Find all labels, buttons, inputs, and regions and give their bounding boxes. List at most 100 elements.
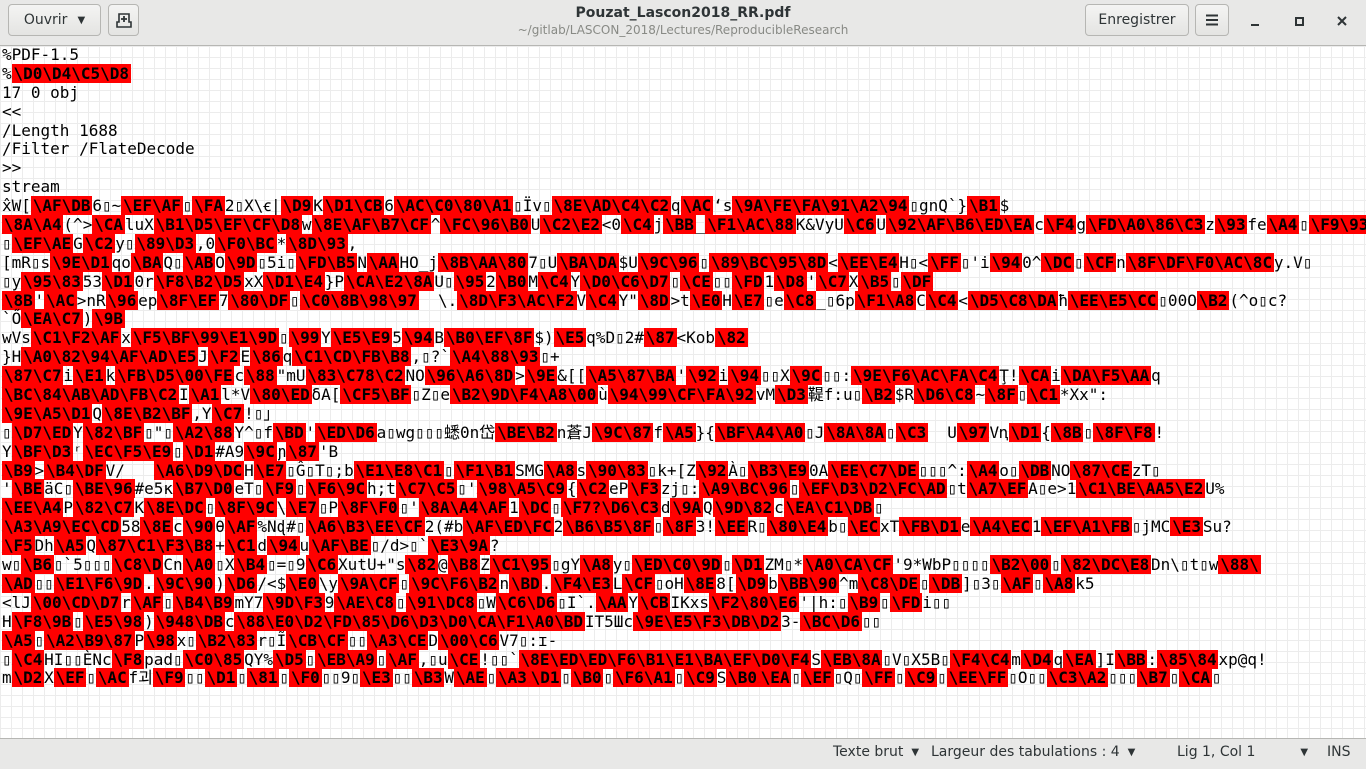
text-line[interactable]: `Ő«\EA\C7»)«\9B» [0, 309, 1366, 329]
text-line[interactable]: «\AD»▯▯«\E1\F6\9D».«\9C\90»)«\D6»/<$«\E0… [0, 573, 1366, 594]
text-line[interactable]: «\87\C7»i«\E1»k«\FB\D5\00\FE»c«\88»"mU«\… [0, 366, 1366, 386]
invalid-byte-highlight: «\E1\E8\C1» [353, 460, 445, 480]
new-document-button[interactable] [108, 4, 139, 36]
invalid-byte-highlight: «\F9» [263, 479, 296, 499]
invalid-byte-highlight: «\8E» [140, 517, 174, 537]
text-line[interactable]: 17 0 obj [0, 82, 1366, 103]
text-segment: n [499, 573, 510, 593]
invalid-byte-highlight: «\A4\88\93» [450, 347, 541, 367]
invalid-byte-highlight: «\87» [286, 441, 319, 461]
text-segment: ▯ [561, 668, 571, 688]
text-segment: 9 [324, 592, 335, 612]
invalid-byte-highlight: «\E5» [553, 328, 587, 348]
text-line[interactable]: «\8A\A4»(^>«\CA»luX«\B1\D5\EF\CF\D8»w«\8… [0, 215, 1366, 235]
text-segment: b [768, 573, 778, 593]
invalid-byte-highlight: «\AC» [44, 290, 77, 310]
text-segment: ' [34, 290, 45, 310]
text-line[interactable]: ▯«\D7\ED»Y«\82\BF»▯"▯«\A2\88»Y^▯f«\BD»'«… [0, 422, 1366, 443]
text-line[interactable]: «\F5»Dh«\A5»Q«\87\C1\F3\B8»+«\C1»d«\94»u… [0, 536, 1366, 556]
invalid-byte-highlight: «\B3\E9» [747, 460, 809, 480]
text-editor[interactable]: %PDF-1.5 %«\D0\D4\C5\D8» 17 0 obj <</Length… [0, 46, 1366, 738]
text-segment: eP [609, 479, 629, 499]
text-segment: c [1034, 215, 1044, 235]
cursor-position[interactable]: Lig 1, Col 1 ▼ [1177, 744, 1308, 760]
invalid-byte-highlight: «\8F\EF» [157, 290, 219, 310]
invalid-byte-highlight: «\C1\CD\FB\B8» [292, 347, 412, 367]
text-segment: ħ [1058, 290, 1068, 310]
text-line[interactable]: << [0, 102, 1366, 122]
text-line[interactable]: %PDF-1.5 [0, 46, 1366, 65]
text-segment: ▯oH [654, 573, 684, 593]
text-line[interactable]: %«\D0\D4\C5\D8» [0, 63, 1366, 84]
text-segment: f [653, 422, 664, 442]
text-line[interactable]: «\A5»▯«\A2\B9\87»P«\98»x▯«\B2\83»r▯Ĩ«\CB… [0, 630, 1366, 651]
text-line[interactable]: /Length 1688 [0, 121, 1366, 141]
invalid-byte-highlight: «\82\C7» [73, 498, 135, 518]
text-line[interactable]: /Filter /FlateDecode [0, 140, 1366, 159]
invalid-byte-highlight: «\D6» [224, 573, 258, 593]
insert-mode[interactable]: INS [1327, 744, 1351, 760]
text-line[interactable]: }H«\A0\82\94\AF\AD\E5»J«\F2»E«\86»q«\C1\… [0, 347, 1366, 367]
invalid-byte-highlight: «\8D» [637, 290, 671, 310]
text-line[interactable]: «\BC\84\AB\AD\FB\C2»I«\A1»l*V«\80\ED»δA[… [0, 385, 1366, 405]
invalid-byte-highlight: «\EF\A1\FB» [1041, 517, 1132, 537]
tab-width-selector[interactable]: Largeur des tabulations : 4 ▼ [931, 744, 1135, 760]
text-line[interactable]: «\A3\A9\EC\CD»58«\8E»c«\90»θ«\AF»%Nɖ#▯«\… [0, 517, 1366, 537]
text-line[interactable]: Y«\BF\D3»ʳ«\EC\F5\E9»▯«\D1»#A9«\9C»ɲ«\87… [0, 441, 1366, 462]
text-segment: x▯ [176, 630, 196, 650]
save-button[interactable]: Enregistrer [1085, 4, 1189, 36]
text-line[interactable]: ▯«\C4»HI▯▯ÈNc«\F8»pad▯«\C0\85»QY%«\D5»▯«… [0, 649, 1366, 670]
text-line[interactable]: ▯y«\95\83»53«\D1»0r«\F8\B2\D5»xX«\D1\E4»… [0, 271, 1366, 292]
text-line[interactable]: «\EE\A4»P«\82\C7»K«\8E\DC»▯«\8F\9C»\«\E7… [0, 498, 1366, 518]
language-selector[interactable]: Texte brut ▼ [833, 744, 919, 760]
invalid-byte-highlight: «\FD\B5» [295, 252, 358, 272]
text-segment: ! [1154, 422, 1165, 442]
invalid-byte-highlight: «\B2» [1196, 290, 1230, 310]
text-line[interactable]: <lJ«\00\CD\D7»r«\AF»▯«\B4\B9»mY7«\9D\F3»… [0, 592, 1366, 613]
invalid-byte-highlight: «\89\D3» [134, 233, 196, 253]
maximize-button[interactable] [1287, 10, 1311, 32]
invalid-byte-highlight: «\87\CE» [1070, 460, 1132, 480]
invalid-byte-highlight: «\CA\E2\8A» [344, 271, 435, 291]
open-button[interactable]: Ouvrir ▼ [8, 4, 101, 36]
text-line[interactable]: ▯«\EF\AE»G«\C2»y▯«\89\D3»,0«\F0\BC»*«\8D… [0, 233, 1366, 254]
text-line[interactable]: w▯«\B6»▯`5▯▯▯«\C8\D»Cn«\A0»▯X«\B4»▯=▯9«\… [0, 555, 1366, 575]
invalid-byte-highlight: «\8F\F0» [338, 498, 400, 518]
text-segment: xp@q! [1218, 649, 1267, 669]
invalid-byte-highlight: «\F8\9B» [11, 611, 74, 631]
invalid-byte-highlight: «\F4\C4» [949, 649, 1012, 669]
text-line[interactable]: >> [0, 158, 1366, 178]
invalid-byte-highlight: «\F8» [111, 649, 145, 669]
text-segment: ▯ [444, 460, 454, 480]
text-segment: Q [703, 498, 713, 518]
text-line[interactable]: x̂W[«\AF\DB»6▯~«\EF\AF»▯«\FA»2▯X\ꞓ|«\D9»… [0, 196, 1366, 216]
invalid-byte-highlight: «\FA» [192, 196, 225, 216]
invalid-byte-highlight: «\9C\90» [153, 573, 216, 593]
text-line[interactable]: «\9E\A5\D1»Q«\8E\B2\BF»,Y«\C7»!▯」 [0, 403, 1366, 424]
text-segment: !▯」 [244, 403, 280, 423]
invalid-byte-highlight: «\D1» [731, 555, 765, 575]
menu-button[interactable] [1195, 4, 1229, 36]
invalid-byte-highlight: «\92\AF\B6\ED\EA» [886, 215, 1035, 235]
invalid-byte-highlight: «\87\C1\F3\B8» [95, 536, 216, 556]
invalid-byte-highlight: «\C4» [925, 290, 959, 310]
close-button[interactable] [1330, 10, 1354, 32]
text-segment: Y [2, 441, 12, 461]
text-line[interactable]: m«\D2»X«\EF»▯«\AC»f괴«\F9»▯▯«\D1»▯«\81»▯«… [0, 668, 1366, 688]
text-line[interactable]: stream [0, 177, 1366, 197]
text-segment: 17 0 obj [2, 82, 80, 102]
text-line[interactable]: wVs«\C1\F2\AF»x«\F5\BF\99\E1\9D»▯«\99»Y«… [0, 328, 1366, 348]
text-line[interactable]: «\8B»'«\AC»>nR«\96»ep«\8F\EF»7«\80\DF»▯«… [0, 290, 1366, 311]
text-line[interactable]: «\B9»>«\B4\DF»V/ «\A6\D9\DC»H«\E7»▯Ĝ▯T▯;… [0, 460, 1366, 481]
invalid-byte-highlight: «\C3\A2» [1046, 668, 1109, 688]
invalid-byte-highlight: «\B4\B9» [173, 592, 235, 612]
text-line[interactable]: '«\BE»äC▯«\BE\96»#e5ĸ«\B7\D0»eT▯«\F9»▯«\… [0, 479, 1366, 499]
text-segment: À▯ [728, 460, 748, 480]
minimize-button[interactable] [1243, 10, 1267, 32]
invalid-byte-highlight: «\A2\B9\87» [44, 630, 135, 650]
invalid-byte-highlight: «\C0\85» [182, 649, 245, 669]
text-line[interactable]: [mR▯s«\9E\D1»qo«\BA»Q▯«\AB»O«\9D»▯5i▯«\F… [0, 252, 1366, 273]
text-segment: J [198, 347, 208, 367]
invalid-byte-highlight: «\B3» [411, 668, 445, 688]
text-line[interactable]: H«\F8\9B»▯«\E5\98»)«\948\DB»c«\88\E0\D2\… [0, 611, 1366, 632]
